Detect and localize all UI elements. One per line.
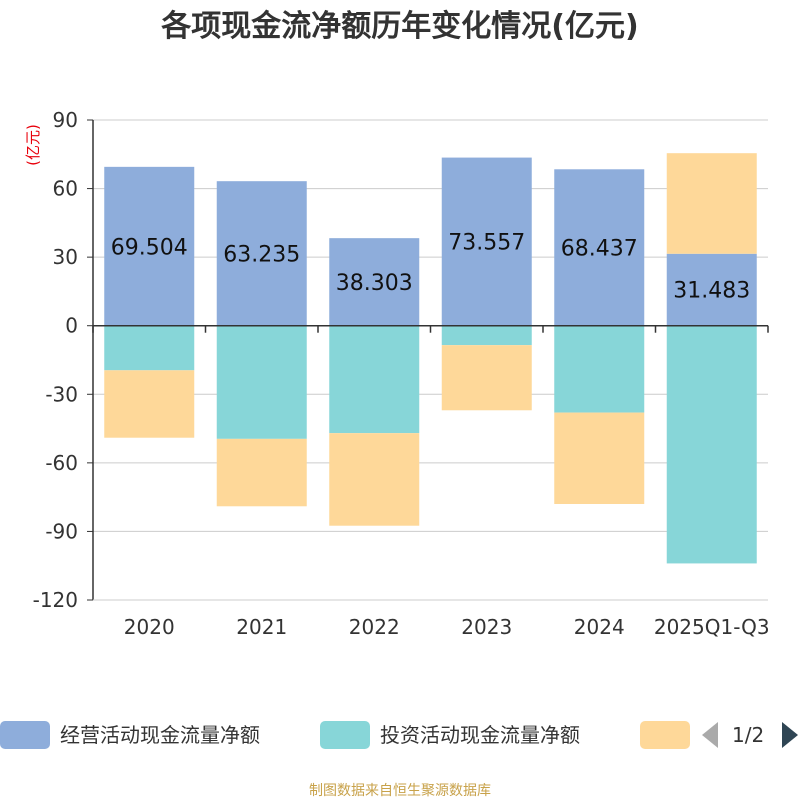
y-tick-label: 0 (65, 314, 78, 338)
bar-2-2022 (329, 325, 420, 434)
bar-1-2025Q1-Q3 (666, 253, 757, 326)
data-label: 68.437 (561, 237, 638, 262)
legend-next-icon[interactable] (782, 722, 798, 748)
data-label: 73.557 (448, 231, 525, 256)
legend-prev-icon[interactable] (702, 722, 718, 748)
bar-2-2023 (441, 325, 532, 346)
bar-1-2024 (554, 169, 645, 326)
bar-2-2021 (216, 325, 307, 439)
bar-3-2020 (104, 370, 195, 438)
legend-label-2[interactable]: 投资活动现金流量净额 (380, 723, 580, 747)
data-label: 63.235 (223, 242, 300, 267)
chart-title: 各项现金流净额历年变化情况(亿元) (160, 9, 638, 44)
bar-1-2022 (329, 238, 420, 326)
data-labels: 69.504 63.235 38.303 73.557 68.437 31.483 (111, 231, 750, 304)
bar-1-2020 (104, 166, 195, 326)
bar-3-2022 (329, 433, 420, 526)
y-tick-label: -120 (33, 588, 78, 612)
y-tick-label: 60 (53, 177, 78, 201)
bar-2-2024 (554, 325, 645, 413)
legend: 经营活动现金流量净额 投资活动现金流量净额 1/2 (0, 721, 798, 749)
bar-3-2024 (554, 412, 645, 504)
y-tick-label: 30 (53, 245, 78, 269)
data-label: 69.504 (111, 235, 188, 260)
bar-3-2023 (441, 345, 532, 411)
bar-3-2021 (216, 438, 307, 507)
x-tick-labels: 2020 2021 2022 2023 2024 2025Q1-Q3 (124, 615, 770, 639)
y-tick-label: -60 (45, 451, 78, 475)
bar-2-2020 (104, 325, 195, 371)
bar-series (104, 153, 757, 564)
bar-3-2025Q1-Q3 (666, 153, 757, 254)
legend-label-1[interactable]: 经营活动现金流量净额 (60, 723, 260, 747)
axes (92, 120, 769, 601)
y-axis-unit: (亿元) (24, 124, 42, 166)
data-label: 31.483 (673, 279, 750, 304)
y-tick-label: -30 (45, 382, 78, 406)
legend-swatch-3[interactable] (640, 721, 690, 749)
x-tick-label: 2025Q1-Q3 (654, 615, 770, 639)
bar-1-2021 (216, 181, 307, 326)
y-tick-labels: 90 60 30 0 -30 -60 -90 -120 (33, 108, 78, 612)
y-tick-label: 90 (53, 108, 78, 132)
x-tick-label: 2023 (461, 615, 512, 639)
bar-2-2025Q1-Q3 (666, 325, 757, 564)
y-tick-label: -90 (45, 519, 78, 543)
legend-swatch-2[interactable] (320, 721, 370, 749)
x-tick-label: 2022 (349, 615, 400, 639)
legend-swatch-1[interactable] (0, 721, 50, 749)
x-tick-label: 2021 (236, 615, 287, 639)
legend-page-indicator: 1/2 (732, 723, 764, 747)
bar-1-2023 (441, 157, 532, 326)
x-tick-label: 2020 (124, 615, 175, 639)
source-note: 制图数据来自恒生聚源数据库 (309, 783, 491, 799)
data-label: 38.303 (336, 271, 413, 296)
x-tick-label: 2024 (574, 615, 625, 639)
